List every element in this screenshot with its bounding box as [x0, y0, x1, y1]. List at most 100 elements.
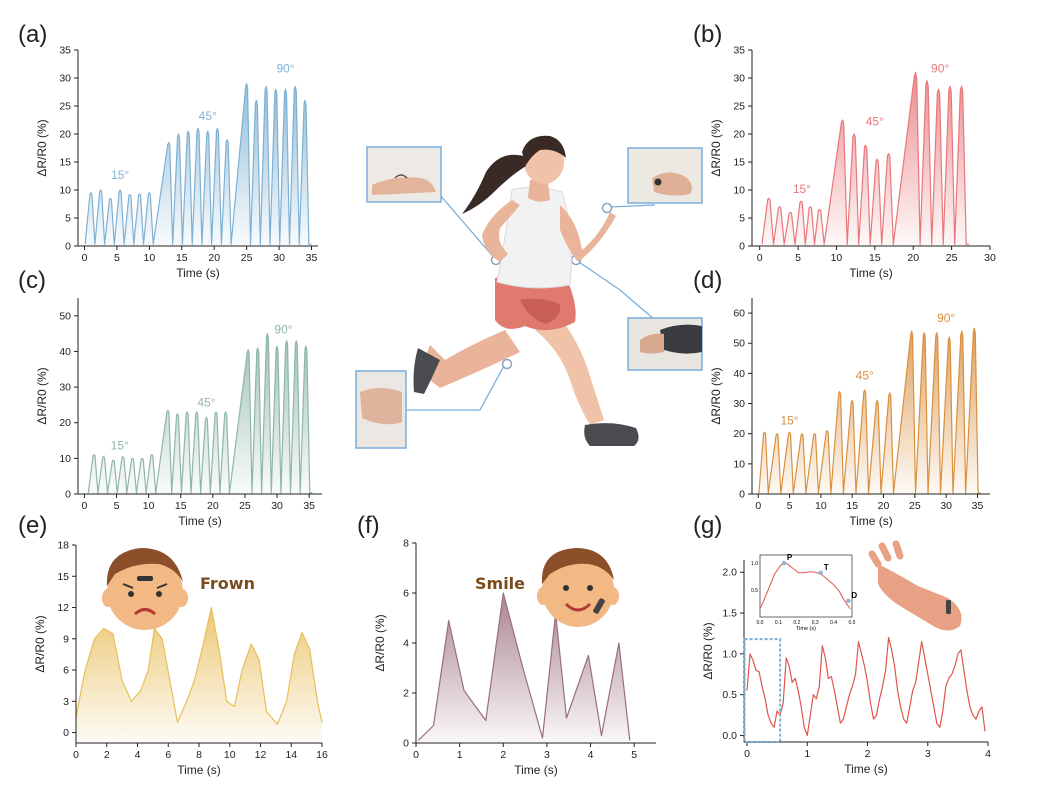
y-tick-label: 0.0 [722, 730, 737, 742]
panel-label-e: (e) [18, 512, 47, 539]
x-tick-label: 14 [285, 749, 297, 761]
x-tick-label: 20 [878, 500, 890, 512]
knee-photo [355, 370, 407, 449]
x-axis-label: Time (s) [177, 763, 221, 777]
inset-y-tick-label: 0.5 [751, 588, 758, 594]
panel-label-b: (b) [693, 21, 722, 48]
x-tick-label: 20 [208, 252, 220, 264]
inset-series [759, 562, 851, 610]
y-tick-label: 30 [59, 382, 71, 394]
series-area-e [76, 607, 322, 743]
x-tick-label: 15 [175, 500, 187, 512]
x-tick-label: 3 [544, 749, 550, 761]
angle-annotation: 15° [781, 414, 799, 428]
inset-marker-label: P [787, 553, 793, 562]
x-tick-label: 5 [795, 252, 801, 264]
chart-panel-g: 0 1 2 3 4 0.0 0.5 1.0 1.5 2.0 Time (s) ΔR/R0 (%) 0.0… [701, 553, 991, 776]
x-tick-label: 10 [831, 252, 843, 264]
y-tick-label: 25 [59, 101, 71, 113]
y-tick-label: 20 [733, 129, 745, 141]
y-tick-label: 6 [63, 665, 69, 677]
angle-annotation: 90° [937, 311, 955, 325]
y-tick-label: 1.5 [722, 608, 737, 620]
highlight-box [743, 638, 782, 743]
panel-label-d: (d) [693, 267, 722, 294]
y-tick-label: 8 [403, 538, 409, 550]
x-tick-label: 25 [909, 500, 921, 512]
inset-x-tick-label: 0.4 [830, 620, 837, 626]
y-tick-label: 0 [739, 489, 745, 501]
inset-x-tick-label: 0.2 [793, 620, 800, 626]
y-tick-label: 0.5 [722, 689, 737, 701]
x-axis-label: Time (s) [514, 763, 558, 777]
y-tick-label: 0 [65, 241, 71, 253]
x-tick-label: 20 [907, 252, 919, 264]
x-tick-label: 6 [165, 749, 171, 761]
y-tick-label: 30 [733, 398, 745, 410]
y-tick-label: 10 [59, 185, 71, 197]
x-tick-label: 5 [787, 500, 793, 512]
x-axis-label: Time (s) [178, 514, 222, 528]
frown-label: Frown [200, 574, 255, 593]
y-tick-label: 40 [59, 346, 71, 358]
y-tick-label: 2.0 [722, 567, 737, 579]
wrist-photo [366, 146, 442, 203]
y-tick-label: 40 [733, 368, 745, 380]
x-tick-label: 10 [143, 500, 155, 512]
y-tick-label: 4 [403, 638, 409, 650]
x-tick-label: 0 [81, 500, 87, 512]
y-tick-label: 60 [733, 308, 745, 320]
x-axis-label: Time (s) [849, 266, 893, 280]
chart-panel-c: 0 5 10 15 20 25 30 35 0 10 20 30 40 50 Time (s) ΔR/R0 (… [35, 298, 322, 528]
x-tick-label: 16 [316, 749, 328, 761]
x-tick-label: 0 [757, 252, 763, 264]
elbow-photo [627, 317, 703, 371]
y-tick-label: 6 [403, 588, 409, 600]
y-tick-label: 35 [59, 45, 71, 57]
y-tick-label: 30 [59, 73, 71, 85]
frown-face-icon [102, 548, 188, 630]
y-tick-label: 20 [59, 129, 71, 141]
panel-label-f: (f) [357, 512, 380, 539]
x-tick-label: 8 [196, 749, 202, 761]
inset-marker-label: D [851, 591, 857, 600]
y-axis-label: ΔR/R0 (%) [709, 367, 723, 424]
inset-x-label: Time (s) [796, 626, 816, 632]
x-tick-label: 25 [946, 252, 958, 264]
x-tick-label: 25 [241, 252, 253, 264]
angle-annotation: 90° [931, 61, 949, 75]
angle-annotation: 90° [274, 323, 292, 337]
x-tick-label: 5 [114, 252, 120, 264]
x-tick-label: 4 [588, 749, 594, 761]
angle-annotation: 15° [111, 438, 129, 452]
x-tick-label: 3 [925, 748, 931, 760]
y-tick-label: 2 [403, 688, 409, 700]
y-tick-label: 18 [57, 540, 69, 552]
series-line-c [87, 333, 313, 494]
hand-icon [868, 540, 962, 631]
x-tick-label: 0 [73, 749, 79, 761]
series-line-f [417, 592, 631, 741]
y-tick-label: 0 [63, 727, 69, 739]
x-tick-label: 5 [114, 500, 120, 512]
series-line-b [761, 71, 970, 245]
y-tick-label: 50 [59, 310, 71, 322]
x-tick-label: 10 [815, 500, 827, 512]
x-tick-label: 1 [804, 748, 810, 760]
inset-x-tick-label: 0.0 [757, 620, 764, 626]
y-tick-label: 20 [59, 417, 71, 429]
y-tick-label: 25 [733, 101, 745, 113]
runner-illustration [355, 135, 703, 449]
smile-face-icon [537, 548, 619, 627]
x-tick-label: 15 [176, 252, 188, 264]
inset-y-tick-label: 1.0 [751, 561, 758, 567]
panel-label-g: (g) [693, 512, 722, 539]
x-tick-label: 0 [413, 749, 419, 761]
y-tick-label: 50 [733, 338, 745, 350]
y-tick-label: 15 [57, 571, 69, 583]
x-axis-label: Time (s) [176, 266, 220, 280]
inset-marker [781, 560, 787, 566]
series-line-a [84, 83, 312, 245]
